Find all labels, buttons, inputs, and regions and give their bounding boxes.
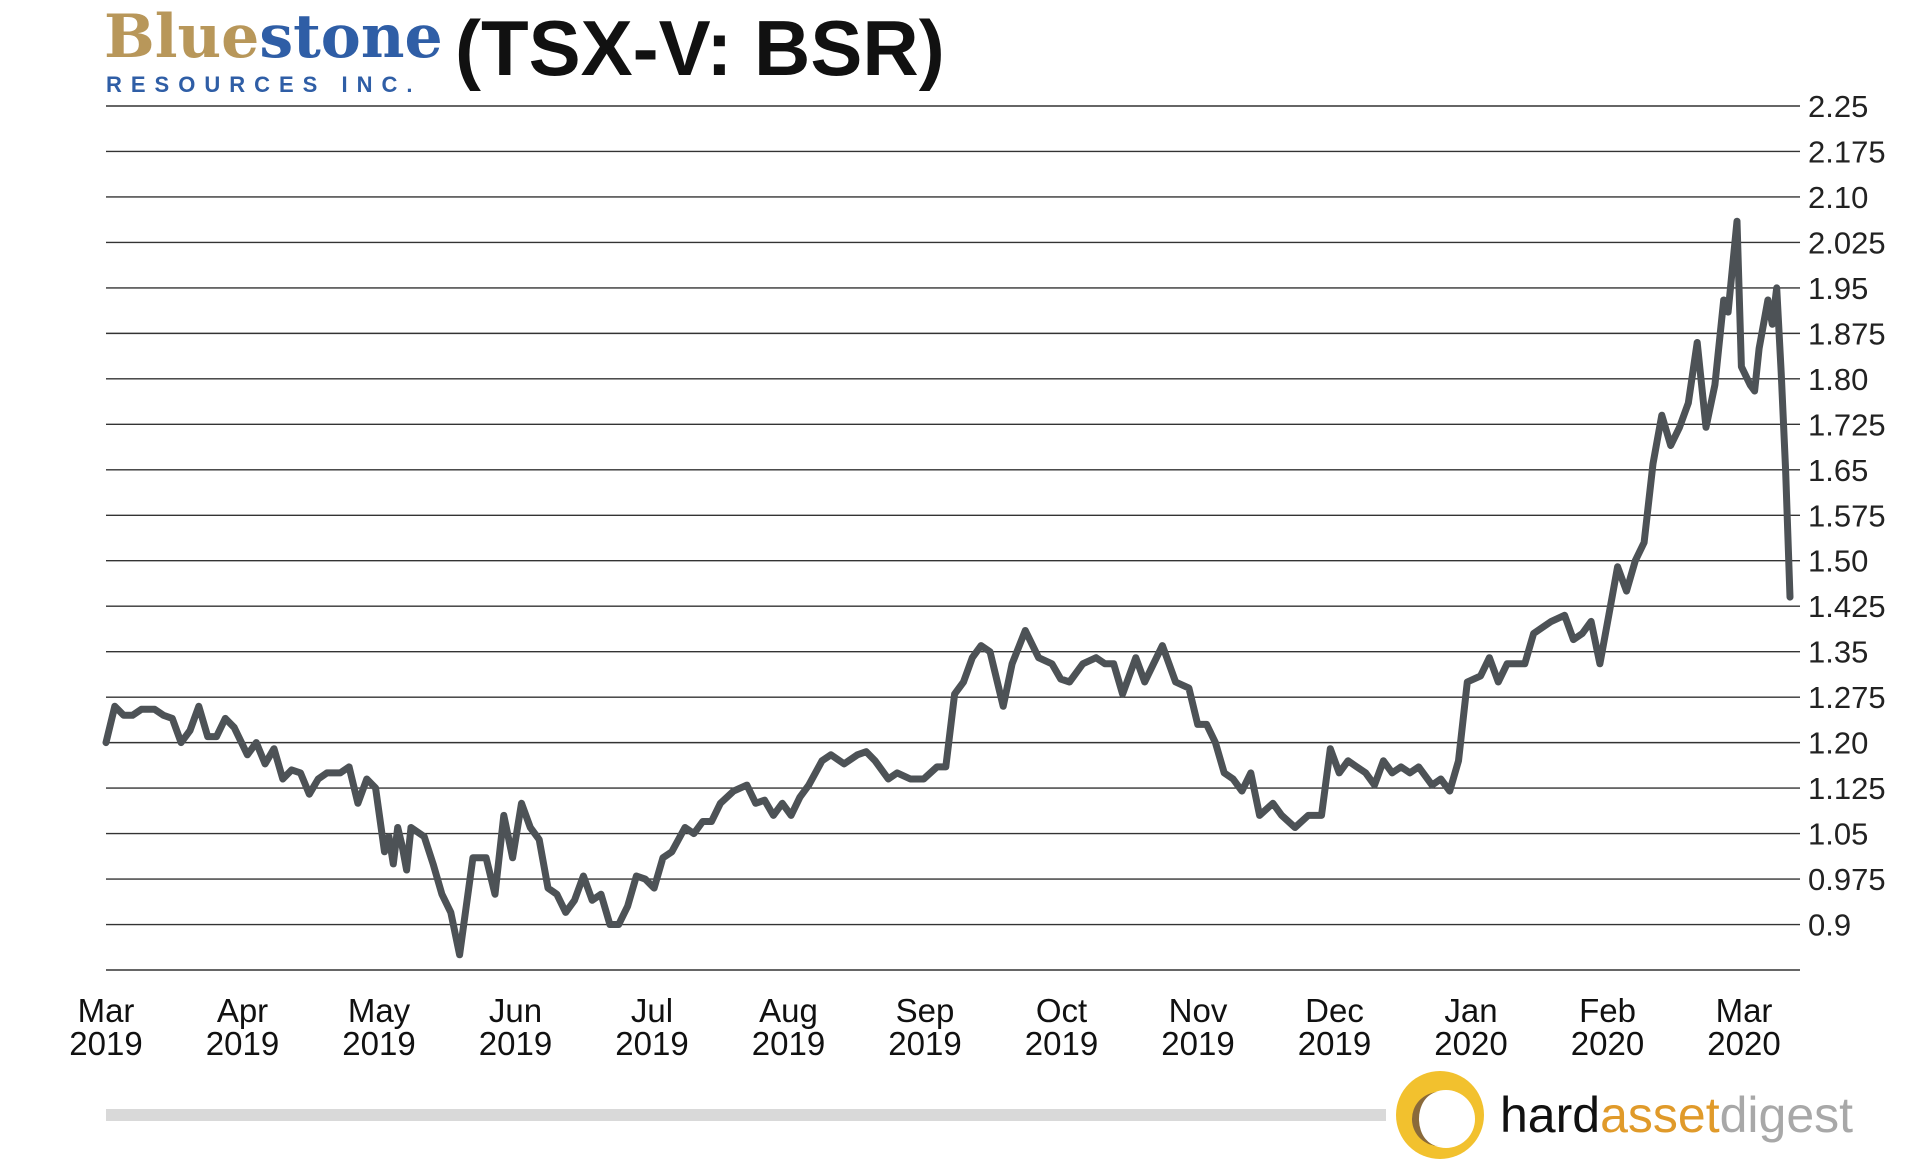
logo-name-blue: Blue [104,2,259,72]
y-tick-label: 2.10 [1808,180,1868,215]
y-tick-label: 1.425 [1808,589,1886,624]
x-tick-label: Jun 2019 [479,992,552,1062]
y-tick-label: 1.65 [1808,453,1868,488]
y-tick-label: 2.25 [1808,89,1868,124]
logo-name-stone: stone [259,2,442,72]
y-tick-label: 0.9 [1808,908,1851,943]
y-tick-label: 1.575 [1808,498,1886,533]
footer-bar [106,1109,1386,1121]
y-tick-label: 1.05 [1808,817,1868,852]
brand-hard: hard [1500,1087,1600,1143]
y-axis-ticks: 2.25 2.175 2.10 2.025 1.95 1.875 1.80 1.725 1.65… [1808,89,1886,943]
y-tick-label: 0.975 [1808,862,1886,897]
x-tick-label: Feb 2020 [1571,992,1644,1062]
x-tick-label: Dec 2019 [1298,992,1371,1062]
grid-lines [106,105,1800,971]
x-tick-label: Nov 2019 [1161,992,1234,1062]
hardassetdigest-wordmark: hardassetdigest [1500,1087,1853,1143]
y-tick-label: 2.175 [1808,134,1886,169]
x-tick-label: Aug 2019 [752,992,825,1062]
x-tick-label: Mar 2020 [1707,992,1780,1062]
x-tick-label: Oct 2019 [1025,992,1098,1062]
x-tick-label: Mar 2019 [69,992,142,1062]
y-tick-label: 1.50 [1808,544,1868,579]
chart-title: (TSX-V: BSR) [455,4,945,92]
y-tick-label: 1.20 [1808,726,1868,761]
hardassetdigest-logo-icon [1396,1071,1484,1159]
x-tick-label: Jan 2020 [1434,992,1507,1062]
y-tick-label: 1.80 [1808,362,1868,397]
svg-text:Bluestone: Bluestone [104,2,443,72]
y-tick-label: 1.275 [1808,680,1886,715]
y-tick-label: 1.875 [1808,316,1886,351]
x-tick-label: Jul 2019 [615,992,688,1062]
y-tick-label: 1.35 [1808,635,1868,670]
x-tick-label: Apr 2019 [206,992,279,1062]
series-group [102,217,1794,959]
y-tick-label: 1.95 [1808,271,1868,306]
x-tick-label: Sep 2019 [888,992,961,1062]
logo-subtitle: RESOURCES INC. [106,72,421,97]
bluestone-logo: Bluestone RESOURCES INC. [104,2,443,97]
y-tick-label: 1.125 [1808,771,1886,806]
x-axis-ticks: Mar 2019 Apr 2019 May 2019 Jun 2019 Jul 2019 Aug 20… [69,992,1780,1062]
brand-asset: asset [1600,1087,1720,1143]
price-line [102,217,1794,959]
y-tick-label: 2.025 [1808,225,1886,260]
y-tick-label: 1.725 [1808,407,1886,442]
brand-digest: digest [1720,1087,1854,1143]
x-tick-label: May 2019 [342,992,415,1062]
